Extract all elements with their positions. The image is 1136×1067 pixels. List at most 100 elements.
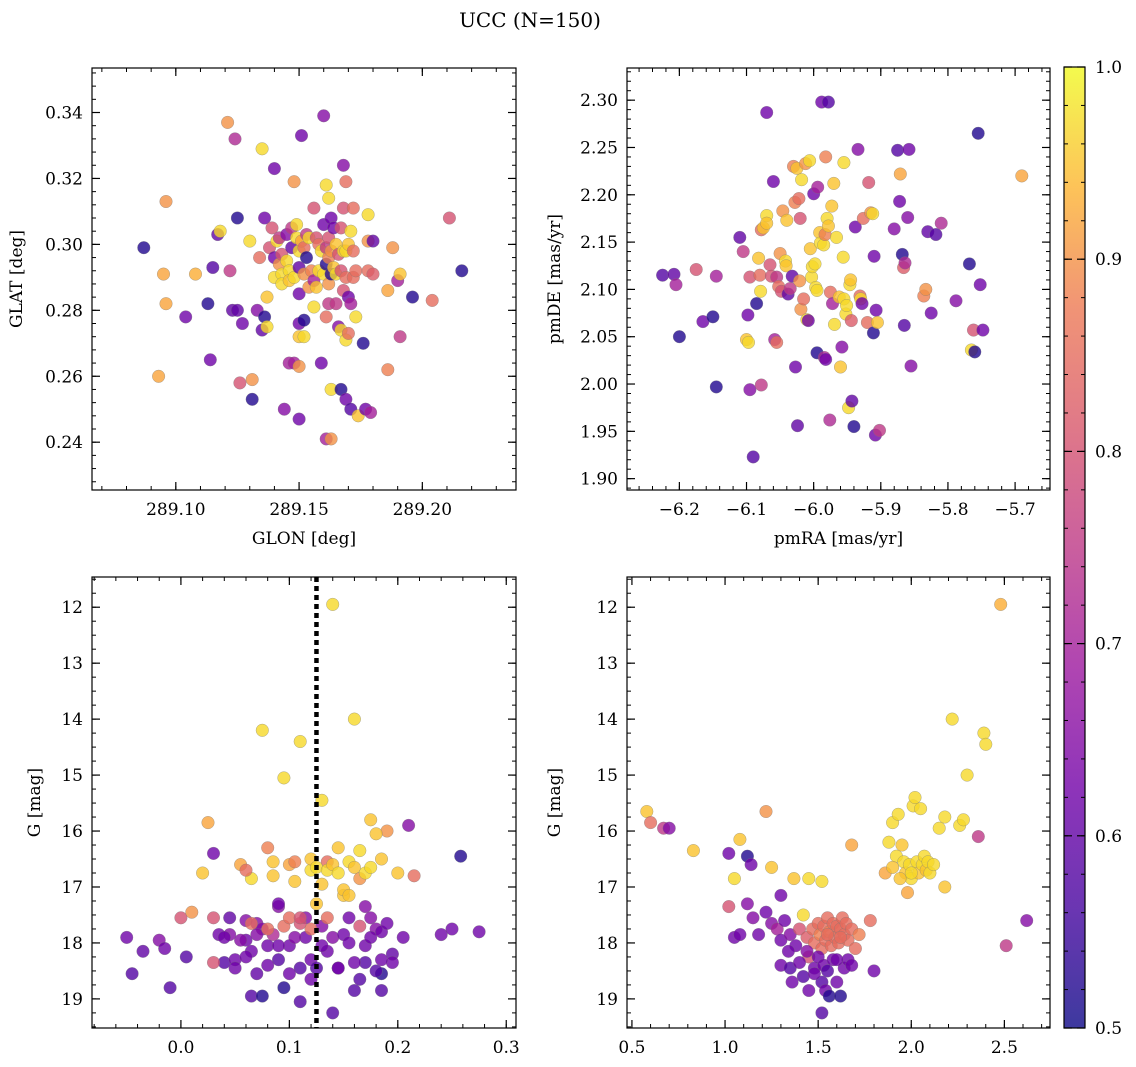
data-point [307, 201, 321, 215]
y-tick-label: 2.10 [580, 280, 618, 300]
data-point [722, 846, 736, 860]
data-point [960, 768, 974, 782]
data-point [835, 340, 849, 354]
y-tick-label: 1.90 [580, 470, 618, 490]
data-point [342, 911, 356, 925]
data-point [787, 872, 801, 886]
data-point [358, 900, 372, 914]
data-point [260, 320, 274, 334]
data-point [904, 359, 918, 373]
x-tick-label: 0.0 [167, 1038, 194, 1058]
data-point [292, 359, 306, 373]
data-point [245, 392, 259, 406]
y-tick-label: 13 [596, 654, 618, 674]
figure-title: UCC (N=150) [459, 8, 601, 32]
data-point [845, 838, 859, 852]
data-point [833, 989, 848, 1003]
data-point [266, 855, 280, 869]
data-point [792, 955, 807, 970]
data-point [353, 919, 367, 933]
data-point [369, 964, 383, 978]
data-point [779, 259, 793, 273]
data-point [265, 221, 279, 235]
data-point [945, 712, 959, 726]
data-point [971, 126, 985, 140]
data-point [294, 129, 309, 143]
data-point [746, 450, 760, 464]
data-point [662, 821, 676, 835]
data-point [733, 832, 747, 846]
data-point [374, 852, 389, 866]
y-tick-label: 16 [596, 822, 618, 842]
data-point [454, 849, 468, 863]
data-point [179, 310, 193, 324]
data-point [326, 930, 340, 944]
data-point [640, 804, 654, 819]
colorbar-frame [1063, 66, 1086, 1029]
data-point [329, 297, 343, 311]
data-point [277, 402, 291, 416]
data-point [261, 841, 275, 855]
data-point [201, 816, 215, 830]
data-point [206, 911, 221, 925]
data-point [442, 211, 456, 225]
x-tick-label: 289.15 [269, 500, 328, 520]
x-tick-label: 0.1 [276, 1038, 303, 1058]
data-point [971, 830, 985, 844]
data-point [366, 234, 380, 248]
x-tick-label: −5.8 [927, 500, 968, 520]
data-point [792, 922, 807, 936]
data-point [833, 930, 848, 944]
y-tick-label: 14 [61, 710, 83, 730]
data-point [319, 310, 333, 324]
data-point [393, 267, 407, 281]
data-point [904, 866, 918, 880]
data-point [778, 914, 792, 928]
y-tick-label: 2.15 [580, 233, 618, 253]
data-point [260, 290, 274, 304]
data-point [750, 297, 764, 311]
data-point [472, 925, 486, 939]
y-axis-label: GLAT [deg] [7, 230, 27, 328]
data-point [863, 914, 877, 928]
data-point [891, 807, 905, 821]
data-point [706, 310, 720, 324]
data-point [244, 916, 258, 930]
data-point [346, 201, 360, 215]
data-point [137, 241, 151, 255]
data-point [206, 846, 221, 860]
data-point [385, 955, 399, 970]
data-point [722, 900, 736, 914]
data-point [736, 245, 750, 259]
data-point [293, 734, 307, 749]
data-point [322, 191, 336, 205]
data-point [927, 858, 941, 872]
data-point [288, 930, 302, 944]
data-point [976, 323, 990, 337]
x-tick-label: −5.9 [860, 500, 901, 520]
data-point [228, 961, 242, 975]
data-point [174, 911, 188, 925]
data-point [790, 419, 805, 433]
data-point [763, 258, 777, 272]
data-point [785, 975, 799, 989]
data-point [292, 287, 306, 301]
y-tick-label: 2.05 [580, 328, 618, 348]
data-point [163, 981, 177, 995]
data-point [341, 326, 355, 340]
y-tick-label: 0.30 [45, 235, 83, 255]
data-point [820, 928, 835, 942]
data-point [353, 844, 367, 858]
data-point [261, 922, 275, 936]
data-point [760, 216, 774, 230]
data-point [239, 863, 253, 877]
y-tick-label: 13 [61, 654, 83, 674]
data-point [344, 297, 358, 311]
data-point [869, 303, 883, 317]
data-point [793, 274, 807, 288]
data-point [299, 251, 314, 265]
data-point [250, 928, 264, 942]
y-tick-label: 15 [61, 766, 83, 786]
data-point [829, 230, 844, 244]
data-point [932, 821, 946, 835]
